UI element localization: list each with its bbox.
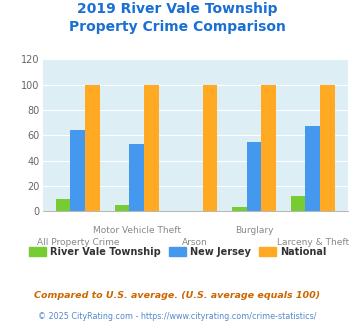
Text: 2019 River Vale Township: 2019 River Vale Township <box>77 2 278 16</box>
Bar <box>247 142 261 211</box>
Bar <box>85 85 100 211</box>
Text: © 2025 CityRating.com - https://www.cityrating.com/crime-statistics/: © 2025 CityRating.com - https://www.city… <box>38 312 317 321</box>
Bar <box>129 144 144 211</box>
Text: Arson: Arson <box>182 238 208 247</box>
Bar <box>305 126 320 211</box>
Legend: River Vale Township, New Jersey, National: River Vale Township, New Jersey, Nationa… <box>25 243 330 261</box>
Text: Compared to U.S. average. (U.S. average equals 100): Compared to U.S. average. (U.S. average … <box>34 291 321 300</box>
Bar <box>320 85 335 211</box>
Bar <box>232 208 247 211</box>
Bar <box>261 85 276 211</box>
Text: Larceny & Theft: Larceny & Theft <box>277 238 349 247</box>
Text: All Property Crime: All Property Crime <box>37 238 119 247</box>
Text: Burglary: Burglary <box>235 226 273 235</box>
Bar <box>203 85 217 211</box>
Text: Motor Vehicle Theft: Motor Vehicle Theft <box>93 226 181 235</box>
Text: Property Crime Comparison: Property Crime Comparison <box>69 20 286 34</box>
Bar <box>115 205 129 211</box>
Bar <box>144 85 159 211</box>
Bar <box>71 130 85 211</box>
Bar <box>56 199 71 211</box>
Bar <box>291 196 305 211</box>
